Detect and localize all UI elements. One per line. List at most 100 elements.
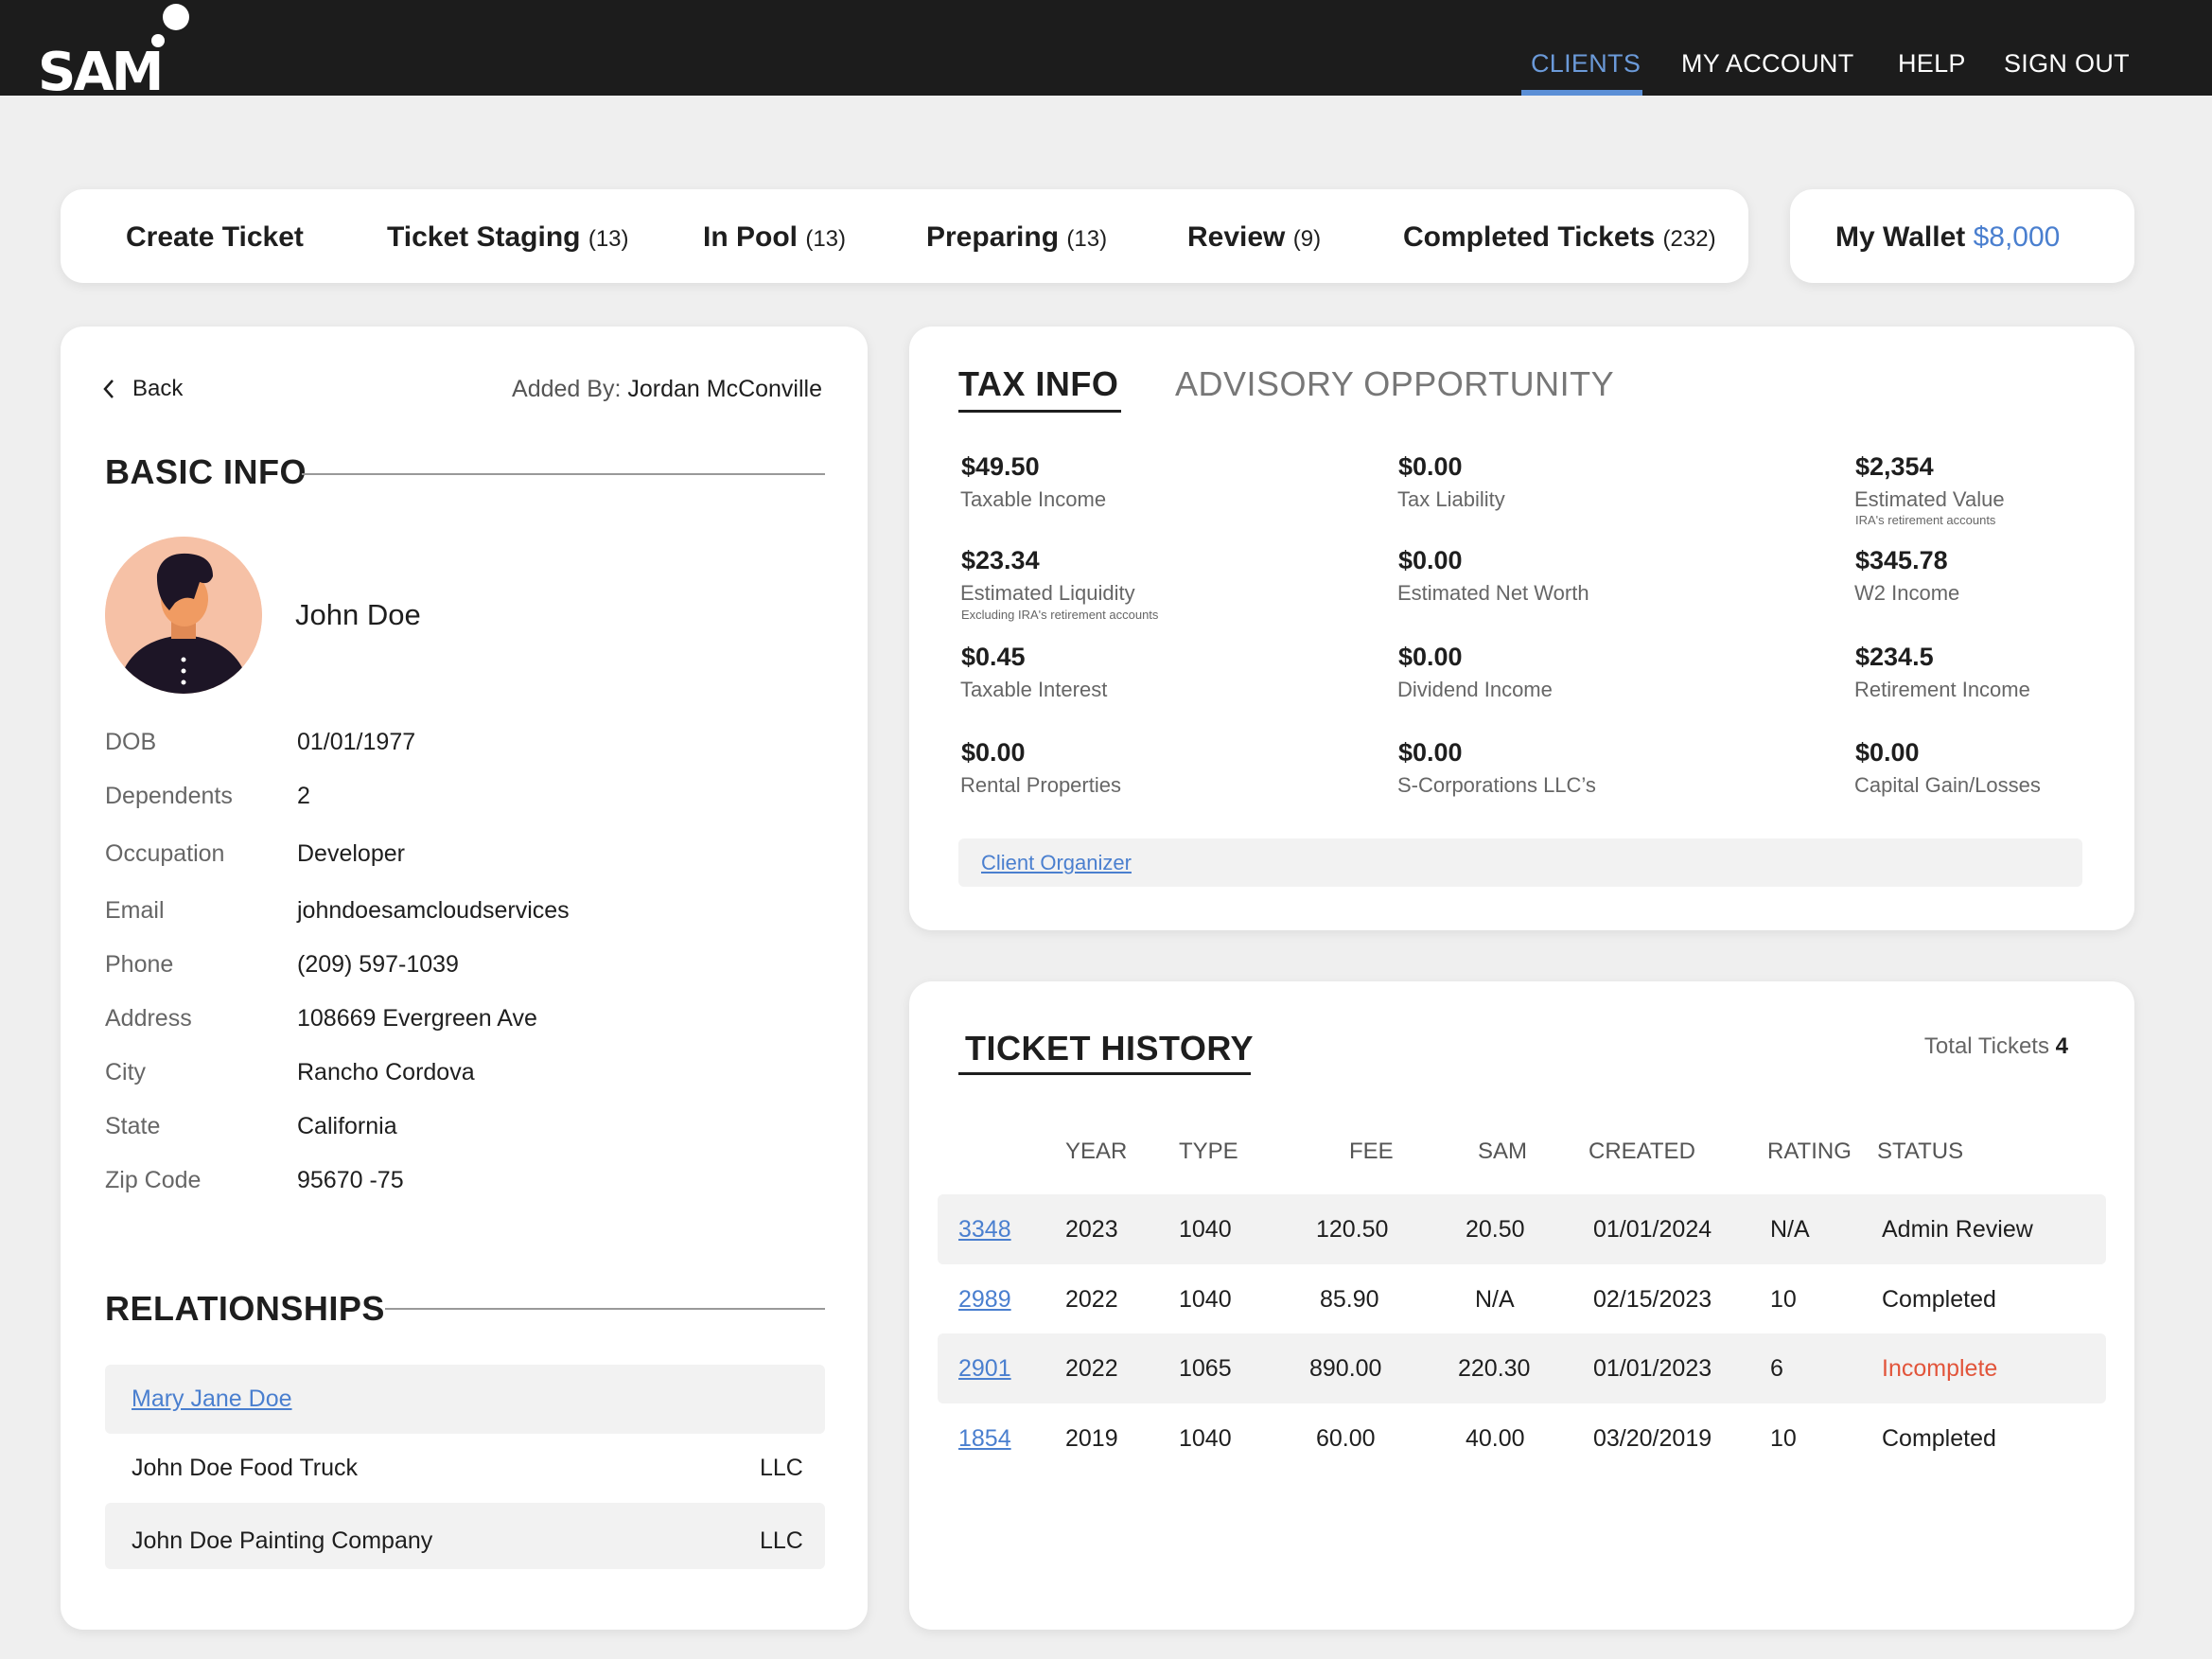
chevron-left-icon [103,379,114,398]
added-by-name: Jordan McConville [627,376,822,402]
ticket-id-link[interactable]: 2901 [958,1355,1011,1382]
taxable-income-value: $49.50 [961,452,1040,481]
basic-info-title: BASIC INFO [105,452,307,491]
ticket-id-link[interactable]: 3348 [958,1216,1011,1243]
basic-info-divider [302,473,825,475]
occupation-value: Developer [297,840,405,867]
nav-my-account[interactable]: MY ACCOUNT [1681,49,1854,78]
ticket-rating: 10 [1770,1286,1797,1313]
ticket-fee: 60.00 [1316,1425,1376,1452]
address-label: Address [105,1005,192,1032]
tab-tax-info[interactable]: TAX INFO [958,364,1119,403]
column-header-type: TYPE [1179,1138,1238,1164]
relationship-link[interactable]: Mary Jane Doe [132,1385,292,1412]
s-corporations-value: $0.00 [1398,738,1463,767]
dependents-label: Dependents [105,783,233,809]
wallet-amount: $8,000 [1973,221,2061,253]
ticket-type: 1040 [1179,1425,1232,1452]
occupation-label: Occupation [105,840,225,867]
relationship-name: John Doe Painting Company [132,1527,433,1554]
estimated-liquidity-label: Estimated Liquidity [960,581,1135,605]
tab-label: Review [1187,221,1286,253]
tab-count: (9) [1292,226,1322,252]
ticket-status: Admin Review [1882,1216,2033,1243]
tab-count: (13) [588,226,629,252]
estimated-liquidity-value: $23.34 [961,546,1040,574]
relationship-type: LLC [760,1527,803,1554]
ticket-sam: 220.30 [1458,1355,1531,1382]
estimated-liquidity-note: Excluding IRA's retirement accounts [961,608,1159,622]
wallet-card[interactable]: My Wallet $8,000 [1790,189,2134,283]
relationship-row[interactable]: John Doe Food Truck LLC [105,1434,825,1503]
tab-review[interactable]: Review (9) [1187,221,1321,254]
added-by: Added By: Jordan McConville [512,376,822,403]
column-header-year: YEAR [1065,1138,1128,1164]
zip-value: 95670 -75 [297,1167,404,1193]
ticket-created: 01/01/2023 [1593,1355,1712,1382]
tax-liability-label: Tax Liability [1397,487,1505,511]
ticket-type: 1040 [1179,1286,1232,1313]
rental-properties-value: $0.00 [961,738,1026,767]
sam-logo[interactable]: SAM [38,4,199,103]
relationships-title: RELATIONSHIPS [105,1289,385,1328]
tab-count: (13) [1066,226,1108,252]
tab-completed-tickets[interactable]: Completed Tickets (232) [1403,221,1716,254]
column-header-fee: FEE [1349,1138,1394,1164]
wallet-label: My Wallet [1835,221,1966,253]
ticket-status: Completed [1882,1286,1996,1313]
email-value: johndoesamcloudservices [297,897,570,924]
estimated-value-note: IRA's retirement accounts [1855,513,1996,527]
tab-label: Completed Tickets [1403,221,1656,253]
table-row: 2901 2022 1065 890.00 220.30 01/01/2023 … [938,1333,2106,1403]
tab-label: Create Ticket [126,221,304,253]
nav-help[interactable]: HELP [1898,49,1966,78]
state-value: California [297,1113,397,1139]
ticket-created: 02/15/2023 [1593,1286,1712,1313]
nav-clients[interactable]: CLIENTS [1531,49,1641,78]
total-tickets: Total Tickets 4 [1924,1033,2068,1060]
relationships-divider [385,1308,825,1310]
client-organizer-bar: Client Organizer [958,838,2082,887]
client-organizer-link[interactable]: Client Organizer [981,851,1132,874]
back-button[interactable]: Back [102,376,183,402]
back-label: Back [132,376,184,401]
added-by-label: Added By: [512,376,622,402]
ticket-year: 2023 [1065,1216,1118,1243]
table-row: 2989 2022 1040 85.90 N/A 02/15/2023 10 C… [938,1264,2106,1334]
dividend-income-label: Dividend Income [1397,678,1553,701]
column-header-status: STATUS [1877,1138,1964,1164]
phone-value: (209) 597-1039 [297,951,459,978]
phone-label: Phone [105,951,174,978]
tab-count: (13) [805,226,847,252]
estimated-value-value: $2,354 [1855,452,1934,481]
estimated-net-worth-value: $0.00 [1398,546,1463,574]
capital-gain-label: Capital Gain/Losses [1854,773,2041,797]
ticket-tabs-bar: Create Ticket Ticket Staging (13) In Poo… [61,189,1748,283]
table-row: 1854 2019 1040 60.00 40.00 03/20/2019 10… [938,1403,2106,1474]
tab-advisory-opportunity[interactable]: ADVISORY OPPORTUNITY [1175,364,1615,403]
column-header-created: CREATED [1589,1138,1695,1164]
tab-preparing[interactable]: Preparing (13) [926,221,1107,254]
address-value: 108669 Evergreen Ave [297,1005,537,1032]
relationship-row[interactable]: Mary Jane Doe [105,1365,825,1434]
ticket-type: 1065 [1179,1355,1232,1382]
top-navbar: SAM CLIENTS MY ACCOUNT HELP SIGN OUT [0,0,2212,103]
logo-dot-small [151,34,165,47]
w2-income-label: W2 Income [1854,581,1960,605]
tab-create-ticket[interactable]: Create Ticket [126,221,304,254]
tab-ticket-staging[interactable]: Ticket Staging (13) [387,221,629,254]
ticket-created: 03/20/2019 [1593,1425,1712,1452]
email-label: Email [105,897,165,924]
nav-sign-out[interactable]: SIGN OUT [2004,49,2130,78]
ticket-id-link[interactable]: 2989 [958,1286,1011,1313]
column-header-rating: RATING [1767,1138,1852,1164]
relationship-row[interactable]: John Doe Painting Company LLC [105,1503,825,1569]
estimated-value-label: Estimated Value [1854,487,2005,511]
dependents-value: 2 [297,783,310,809]
ticket-sam: N/A [1475,1286,1515,1313]
dividend-income-value: $0.00 [1398,643,1463,671]
ticket-id-link[interactable]: 1854 [958,1425,1011,1452]
ticket-history-indicator [958,1072,1251,1075]
tab-in-pool[interactable]: In Pool (13) [703,221,846,254]
capital-gain-value: $0.00 [1855,738,1920,767]
